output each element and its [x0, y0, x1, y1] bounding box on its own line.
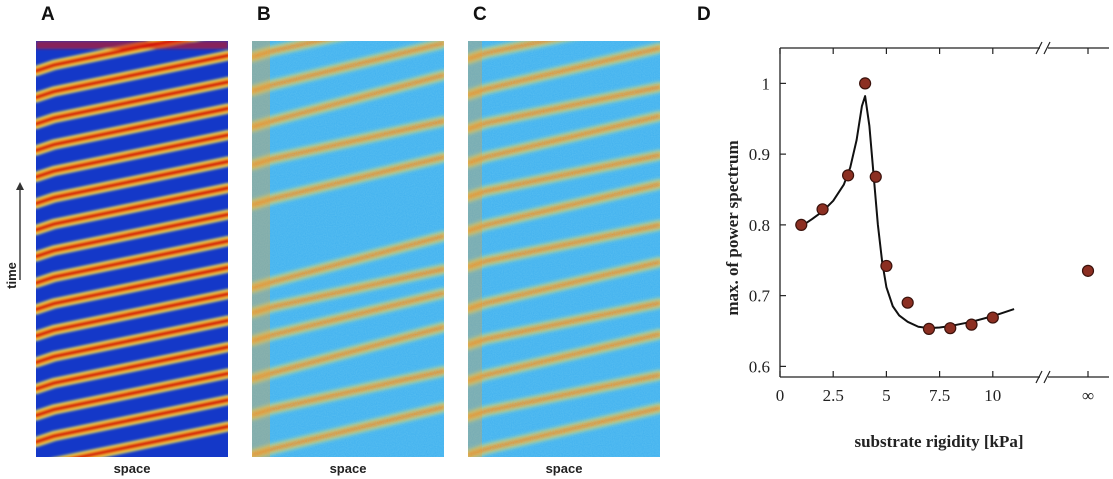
y-tick-label: 0.6 — [749, 357, 770, 376]
panel-letter-d: D — [697, 4, 711, 25]
wave-band-center — [36, 265, 228, 312]
x-tick-label: ∞ — [1082, 386, 1094, 405]
wave-band-center — [36, 318, 228, 365]
data-point — [841, 169, 855, 182]
wave-band-center — [36, 159, 228, 206]
data-point — [816, 203, 829, 216]
space-label-a: space — [113, 461, 151, 476]
axis-break-mark — [1043, 370, 1051, 384]
x-tick-label: 5 — [882, 386, 891, 405]
panel-letter-b: B — [257, 4, 271, 25]
wave-band-center — [36, 345, 228, 391]
x-tick-label: 10 — [984, 386, 1001, 405]
data-point — [869, 170, 882, 183]
data-point — [880, 259, 893, 273]
x-tick-label: 2.5 — [823, 386, 844, 405]
wave-band-center — [36, 292, 228, 338]
fit-curve — [800, 95, 1015, 330]
data-point — [859, 77, 872, 90]
wave-band-center — [36, 212, 228, 259]
axis-break-mark — [1035, 41, 1043, 55]
space-label-c: space — [545, 461, 583, 476]
axis-ticks: 0.60.70.80.910 2.5 5 7.5 10 ∞ — [749, 48, 1094, 405]
data-point — [795, 218, 808, 231]
axis-break-mark — [1035, 370, 1043, 384]
fit-line — [800, 95, 1015, 330]
data-point — [944, 322, 957, 335]
wave-band-center — [36, 239, 228, 285]
kymograph-a — [36, 41, 228, 457]
x-axis-title: substrate rigidity [kPa] — [854, 432, 1023, 451]
x-tick-label: 0 — [776, 386, 785, 405]
wave-band-center — [36, 398, 228, 444]
data-point — [901, 296, 914, 309]
panel-letter-c: C — [473, 4, 487, 25]
y-tick-label: 1 — [762, 74, 771, 93]
wave-band-center — [36, 41, 180, 73]
kymograph-c — [468, 41, 660, 457]
kymograph-b — [252, 41, 444, 457]
plot-frame — [779, 41, 1109, 384]
x-tick-label: 7.5 — [929, 386, 950, 405]
data-point-infinity — [1081, 264, 1095, 277]
time-arrow-icon — [16, 182, 24, 280]
data-points — [795, 77, 1095, 335]
wave-band-center — [36, 371, 228, 418]
chart-d: 0.60.70.80.910 2.5 5 7.5 10 ∞ substrate rigid… — [723, 41, 1109, 451]
y-tick-label: 0.7 — [749, 287, 771, 306]
y-tick-label: 0.9 — [749, 145, 770, 164]
space-label-b: space — [329, 461, 367, 476]
wave-band-center — [70, 424, 228, 457]
data-point — [965, 318, 978, 331]
wave-band-center — [36, 106, 228, 153]
wave-band-center — [36, 53, 228, 100]
wave-band-top — [36, 41, 228, 49]
data-point — [986, 311, 999, 324]
y-axis-title: max. of power spectrum — [723, 140, 742, 315]
axis-break-mark — [1043, 41, 1051, 55]
wave-band-center — [36, 186, 228, 232]
time-axis: time — [3, 180, 32, 290]
panel-letter-a: A — [41, 4, 55, 25]
wave-band-center — [36, 133, 228, 179]
data-point — [922, 322, 936, 335]
y-tick-label: 0.8 — [749, 216, 770, 235]
time-label: time — [3, 262, 19, 289]
wave-band-center — [36, 80, 228, 126]
